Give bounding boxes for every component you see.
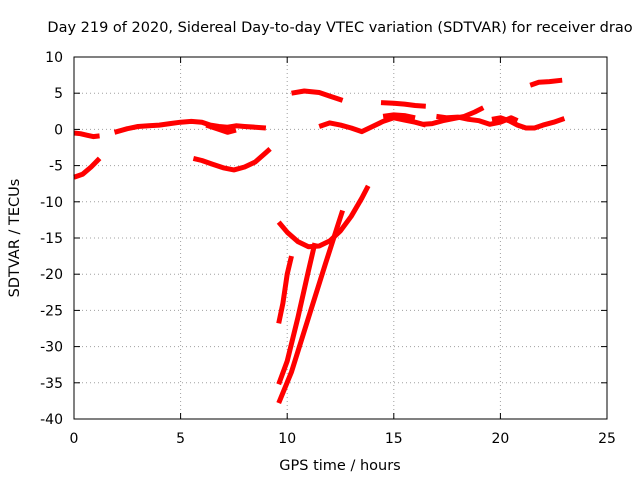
data-series-seg12 xyxy=(382,112,416,121)
y-tick-label: -35 xyxy=(40,376,63,392)
data-series-seg7 xyxy=(276,255,294,324)
data-series-seg4 xyxy=(205,122,237,135)
x-axis-label: GPS time / hours xyxy=(279,458,400,474)
chart-title: Day 219 of 2020, Sidereal Day-to-day VTE… xyxy=(47,20,632,36)
data-series-seg10 xyxy=(291,88,344,103)
data-series-group xyxy=(73,77,566,405)
data-series-seg17 xyxy=(529,77,563,88)
x-tick-label: 15 xyxy=(385,431,403,447)
y-tick-label: -25 xyxy=(40,303,63,319)
x-tick-label: 0 xyxy=(70,431,79,447)
data-series-seg13 xyxy=(380,100,426,109)
data-series-seg3 xyxy=(113,118,267,135)
x-tick-labels: 0 5 10 15 20 25 xyxy=(70,431,616,447)
y-tick-label: -15 xyxy=(40,231,63,247)
x-tick-label: 25 xyxy=(598,431,616,447)
grid-lines xyxy=(74,57,607,419)
plot-frame xyxy=(73,56,608,420)
y-tick-label: 5 xyxy=(54,86,63,102)
x-tick-label: 10 xyxy=(278,431,296,447)
data-series-seg16 xyxy=(491,115,566,131)
y-tick-labels: 10 5 0 -5 -10 -15 -20 -25 -30 -35 -40 xyxy=(40,50,63,428)
y-tick-label: -20 xyxy=(40,267,63,283)
y-tick-label: -40 xyxy=(40,412,63,428)
y-tick-label: 10 xyxy=(45,50,63,66)
y-tick-label: -30 xyxy=(40,340,63,356)
data-series-seg2 xyxy=(73,156,102,180)
data-series-seg8 xyxy=(276,242,318,386)
data-series-seg9 xyxy=(276,209,345,405)
y-tick-label: -5 xyxy=(49,159,63,175)
data-series-seg11 xyxy=(318,115,427,135)
data-series-seg1 xyxy=(73,130,100,140)
y-tick-label: 0 xyxy=(54,122,63,138)
data-series-seg5 xyxy=(192,147,272,173)
x-tick-label: 20 xyxy=(491,431,509,447)
data-series-seg6 xyxy=(276,184,371,250)
y-axis-label: SDTVAR / TECUs xyxy=(7,179,23,298)
y-tick-label: -10 xyxy=(40,195,63,211)
axis-ticks xyxy=(73,56,608,420)
x-tick-label: 5 xyxy=(176,431,185,447)
